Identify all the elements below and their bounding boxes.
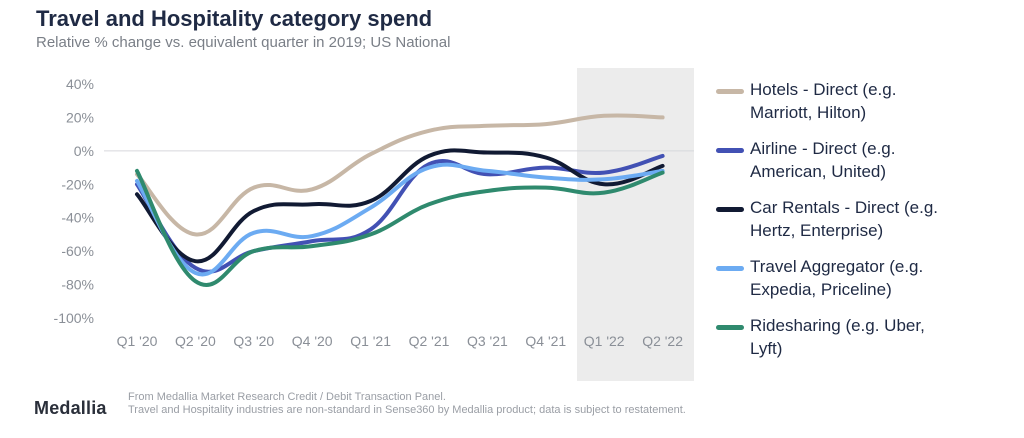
x-tick-label: Q1 '20 [117, 333, 158, 349]
series-line-4 [135, 168, 665, 287]
legend-item-4: Ridesharing (e.g. Uber, Lyft) [716, 314, 1016, 360]
y-tick-label: -60% [61, 243, 94, 259]
legend-swatch [716, 207, 744, 212]
series-line-3 [135, 162, 665, 277]
x-tick-label: Q2 '20 [175, 333, 216, 349]
footnote-source: From Medallia Market Research Credit / D… [128, 391, 446, 403]
legend-item-0: Hotels - Direct (e.g. Marriott, Hilton) [716, 78, 1016, 124]
legend-swatch [716, 148, 744, 153]
legend-label: Travel Aggregator (e.g. Expedia, Priceli… [750, 257, 924, 299]
x-tick-label: Q4 '20 [292, 333, 333, 349]
y-tick-label: 40% [66, 76, 94, 92]
x-tick-label: Q1 '21 [350, 333, 391, 349]
x-tick-label: Q3 '20 [233, 333, 274, 349]
chart-title: Travel and Hospitality category spend [36, 6, 433, 31]
x-axis: Q1 '20 Q2 '20 Q3 '20 Q4 '20 Q1 '21 Q2 '21 Q3 '… [117, 333, 684, 349]
x-tick-label: Q1 '22 [584, 333, 625, 349]
y-axis: 40% 20% 0% -20% -40% -60% -80% -100% [54, 76, 94, 326]
legend-swatch [716, 266, 744, 271]
highlight-band [577, 68, 694, 381]
y-tick-label: -40% [61, 210, 94, 226]
y-tick-label: 20% [66, 109, 94, 125]
legend-swatch [716, 89, 744, 94]
y-tick-label: 0% [74, 143, 94, 159]
x-tick-label: Q2 '21 [409, 333, 450, 349]
legend-label: Hotels - Direct (e.g. Marriott, Hilton) [750, 80, 897, 122]
x-tick-label: Q4 '21 [525, 333, 566, 349]
legend-item-1: Airline - Direct (e.g. American, United) [716, 137, 1016, 183]
legend-label: Airline - Direct (e.g. American, United) [750, 139, 896, 181]
series-lines [135, 113, 665, 287]
x-tick-label: Q3 '21 [467, 333, 508, 349]
legend-label: Car Rentals - Direct (e.g. Hertz, Enterp… [750, 198, 938, 240]
y-tick-label: -80% [61, 277, 94, 293]
chart-subtitle: Relative % change vs. equivalent quarter… [36, 34, 451, 51]
legend-item-2: Car Rentals - Direct (e.g. Hertz, Enterp… [716, 196, 1016, 242]
series-line-0 [135, 113, 665, 237]
footnote: From Medallia Market Research Credit / D… [128, 391, 728, 416]
legend-item-3: Travel Aggregator (e.g. Expedia, Priceli… [716, 255, 1016, 301]
y-tick-label: -20% [61, 176, 94, 192]
legend-swatch [716, 325, 744, 330]
y-tick-label: -100% [54, 310, 94, 326]
medallia-logo: Medallia [34, 398, 107, 418]
x-tick-label: Q2 '22 [642, 333, 683, 349]
footnote-disclaimer: Travel and Hospitality industries are no… [128, 403, 686, 416]
series-line-2 [135, 148, 665, 264]
legend-label: Ridesharing (e.g. Uber, Lyft) [750, 316, 925, 358]
